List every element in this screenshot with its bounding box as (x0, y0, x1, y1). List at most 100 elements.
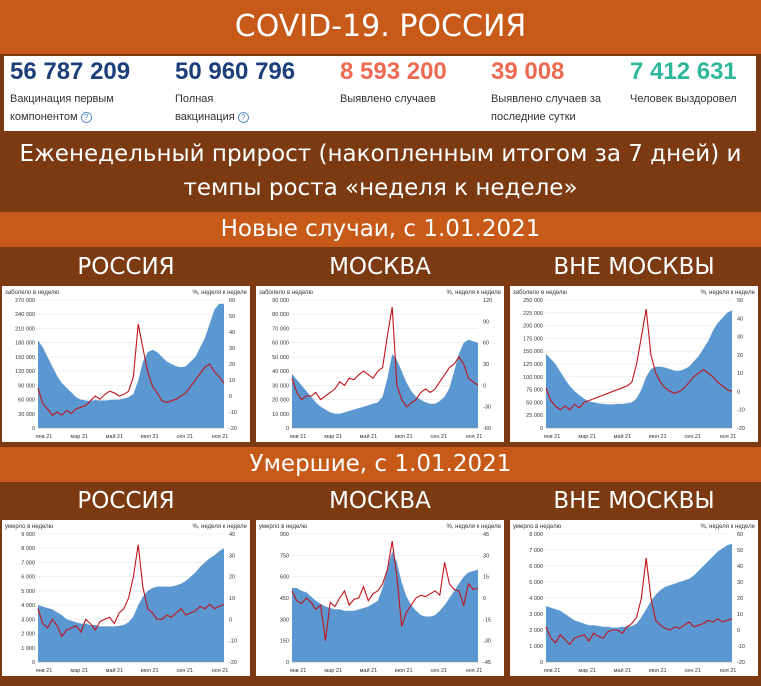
y-right-tick: 10 (229, 378, 235, 384)
growth-line-series (37, 323, 225, 416)
chart-panel: ВНЕ МОСКВЫ заболело в неделю %, неделя к н… (509, 249, 759, 443)
y-right-tick: 0 (483, 596, 486, 602)
y-right-tick: 0 (737, 389, 740, 395)
stat-label: Выявлено случаев за последние сутки (491, 93, 602, 123)
y-left-tick: 60 000 (18, 398, 35, 404)
x-tick: мар 21 (324, 434, 342, 440)
y-left-tick: 60 000 (272, 341, 289, 347)
y-right-tick: 0 (483, 383, 486, 389)
chart-region-title: ВНЕ МОСКВЫ (509, 483, 759, 520)
stat-value: 8 593 200 (340, 58, 447, 85)
y-right-tick: 50 (737, 548, 743, 554)
y-left-tick: 225 000 (523, 311, 543, 317)
weekly-area-series (38, 548, 224, 662)
y-right-tick: 20 (737, 596, 743, 602)
stats-bar: 56 787 209 Вакцинация первым компонентом… (4, 56, 756, 131)
x-tick: май 21 (106, 433, 124, 440)
stat-value: 56 787 209 (10, 58, 131, 85)
stat-value: 7 412 631 (630, 58, 737, 85)
y-left-tick: 80 000 (272, 312, 289, 318)
help-icon[interactable]: ? (237, 111, 249, 123)
right-axis-title: %, неделя к неделе (446, 290, 501, 296)
y-right-tick: 0 (229, 617, 232, 623)
x-tick: июл 21 (395, 434, 413, 440)
y-right-tick: 30 (483, 553, 489, 559)
y-right-tick: 30 (737, 580, 743, 586)
y-right-tick: 20 (229, 575, 235, 581)
y-right-tick: 30 (229, 553, 235, 559)
y-left-tick: 1 000 (529, 644, 543, 650)
y-left-tick: 0 (540, 660, 543, 666)
growth-line-series (545, 557, 733, 646)
stat-label: Полная вакцинация ? (175, 90, 255, 126)
y-right-tick: 20 (737, 353, 743, 359)
x-tick: янв 21 (290, 668, 307, 674)
y-left-tick: 900 (280, 532, 289, 538)
y-left-tick: 125 000 (523, 362, 543, 368)
y-left-tick: 30 000 (272, 383, 289, 389)
x-tick: июл 21 (141, 668, 159, 674)
y-right-tick: 50 (229, 314, 235, 320)
x-tick: сен 21 (431, 434, 448, 440)
stat-cases-daily: 39 008 Выявлено случаев за последние сут… (491, 58, 606, 126)
y-left-tick: 250 000 (523, 298, 543, 304)
y-right-tick: -60 (483, 426, 491, 432)
x-tick: янв 21 (544, 668, 561, 674)
x-tick: сен 21 (177, 434, 194, 440)
y-left-tick: 10 000 (272, 412, 289, 418)
y-left-tick: 120 000 (15, 369, 35, 375)
x-tick: янв 21 (290, 434, 307, 440)
left-axis-title: умерло в неделю (259, 524, 308, 530)
x-tick: сен 21 (685, 434, 702, 440)
y-left-tick: 0 (540, 426, 543, 432)
right-axis-title: %, неделя к неделе (192, 290, 247, 296)
y-right-tick: -30 (483, 639, 491, 645)
y-left-tick: 240 000 (15, 312, 35, 318)
y-left-tick: 3 000 (21, 617, 35, 623)
y-right-tick: 120 (483, 298, 492, 304)
y-left-tick: 4 000 (21, 603, 35, 609)
chart-svg: умерло в неделю %, неделя к неделе 0 1 000 2… (5, 524, 248, 674)
chart-area: заболело в неделю %, неделя к неделе 0 25 0… (510, 286, 758, 442)
y-right-tick: -20 (229, 660, 237, 666)
y-right-tick: -10 (737, 408, 745, 414)
y-left-tick: 100 000 (523, 375, 543, 381)
y-right-tick: -10 (229, 639, 237, 645)
x-tick: мар 21 (578, 668, 596, 674)
y-right-tick: 30 (229, 346, 235, 352)
y-left-tick: 2 000 (21, 632, 35, 638)
y-left-tick: 450 (280, 596, 289, 602)
chart-panel: МОСКВА заболело в неделю %, неделя к недел… (255, 249, 505, 443)
x-tick: янв 21 (36, 434, 53, 440)
y-right-tick: -20 (737, 660, 745, 666)
x-tick: май 21 (614, 667, 632, 674)
y-left-tick: 70 000 (272, 326, 289, 332)
chart-svg: заболело в неделю %, неделя к неделе 0 25 0… (513, 290, 756, 440)
stat-full-vaccination: 50 960 796 Полная вакцинация ? (175, 58, 295, 126)
y-right-tick: 0 (737, 628, 740, 634)
x-tick: мар 21 (578, 434, 596, 440)
growth-line-series (291, 541, 479, 641)
y-left-tick: 1 000 (21, 646, 35, 652)
weekly-area-series (546, 310, 732, 428)
stat-value: 50 960 796 (175, 58, 296, 85)
y-right-tick: 0 (229, 394, 232, 400)
x-tick: май 21 (360, 667, 378, 674)
chart-area: умерло в неделю %, неделя к неделе 0 1 000 2… (510, 520, 758, 676)
y-left-tick: 4 000 (529, 596, 543, 602)
growth-line-series (291, 307, 479, 408)
help-icon[interactable]: ? (80, 111, 92, 123)
stat-recovered: 7 412 631 Человек выздоровел (630, 58, 755, 108)
y-left-tick: 150 000 (523, 349, 543, 355)
x-tick: мар 21 (70, 434, 88, 440)
y-left-tick: 150 (280, 639, 289, 645)
right-axis-title: %, неделя к неделе (700, 524, 755, 530)
chart-panel: МОСКВА умерло в неделю %, неделя к неделе 0… (255, 483, 505, 677)
y-left-tick: 40 000 (272, 369, 289, 375)
y-left-tick: 300 (280, 617, 289, 623)
y-right-tick: 20 (229, 362, 235, 368)
chart-region-title: МОСКВА (255, 483, 505, 520)
y-left-tick: 0 (286, 660, 289, 666)
chart-region-title: РОССИЯ (1, 249, 251, 286)
right-axis-title: %, неделя к неделе (700, 290, 755, 296)
